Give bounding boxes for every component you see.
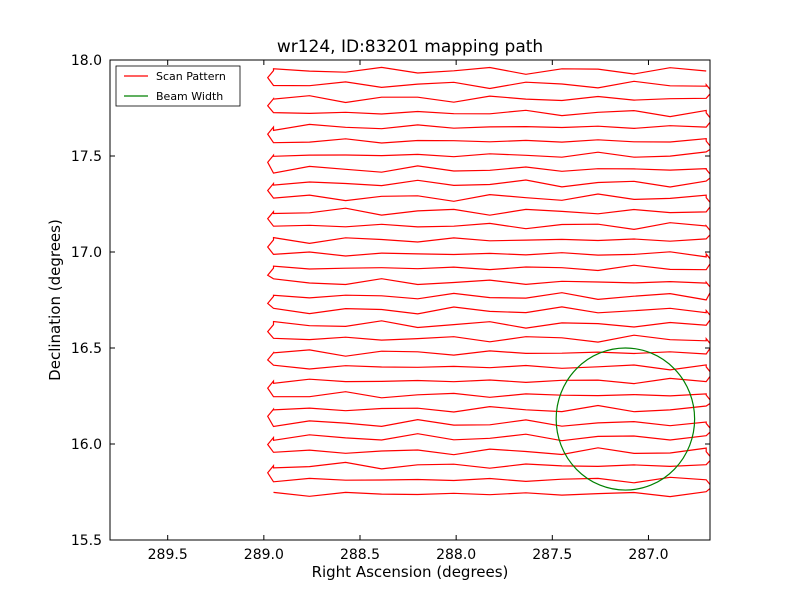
x-axis-ticks: 289.5 289.0 288.5 288.0 287.5 287.0: [148, 60, 669, 563]
plot-frame: [109, 59, 711, 541]
legend-label-scan-pattern: Scan Pattern: [156, 70, 226, 83]
y-tick-label: 17.5: [71, 149, 102, 165]
series-beam-width: [555, 347, 696, 491]
y-tick-label: 15.5: [71, 533, 102, 549]
x-tick-label: 287.5: [532, 547, 572, 563]
chart-title: wr124, ID:83201 mapping path: [277, 37, 543, 57]
x-tick-label: 287.0: [628, 547, 668, 563]
series-group: [266, 66, 710, 498]
x-tick-label: 288.0: [436, 547, 476, 563]
legend: Scan Pattern Beam Width: [115, 65, 241, 107]
legend-box: [115, 65, 241, 107]
x-tick-label: 288.5: [340, 547, 380, 563]
y-axis-ticks: 15.5 16.0 16.5 17.0 17.5 18.0: [71, 53, 710, 549]
series-scan-pattern: [266, 66, 710, 498]
y-tick-label: 16.5: [71, 341, 102, 357]
x-tick-label: 289.0: [244, 547, 284, 563]
plot-area: 289.5 289.0 288.5 288.0 287.5 287.0 15.516.01…: [71, 53, 711, 563]
y-tick-label: 16.0: [71, 437, 102, 453]
x-tick-label: 289.5: [148, 547, 188, 563]
x-axis-label: Right Ascension (degrees): [312, 563, 509, 581]
y-tick-label: 18.0: [71, 53, 102, 69]
y-axis-label: Declination (degrees): [46, 219, 64, 381]
legend-label-beam-width: Beam Width: [156, 90, 223, 103]
y-tick-label: 17.0: [71, 245, 102, 261]
